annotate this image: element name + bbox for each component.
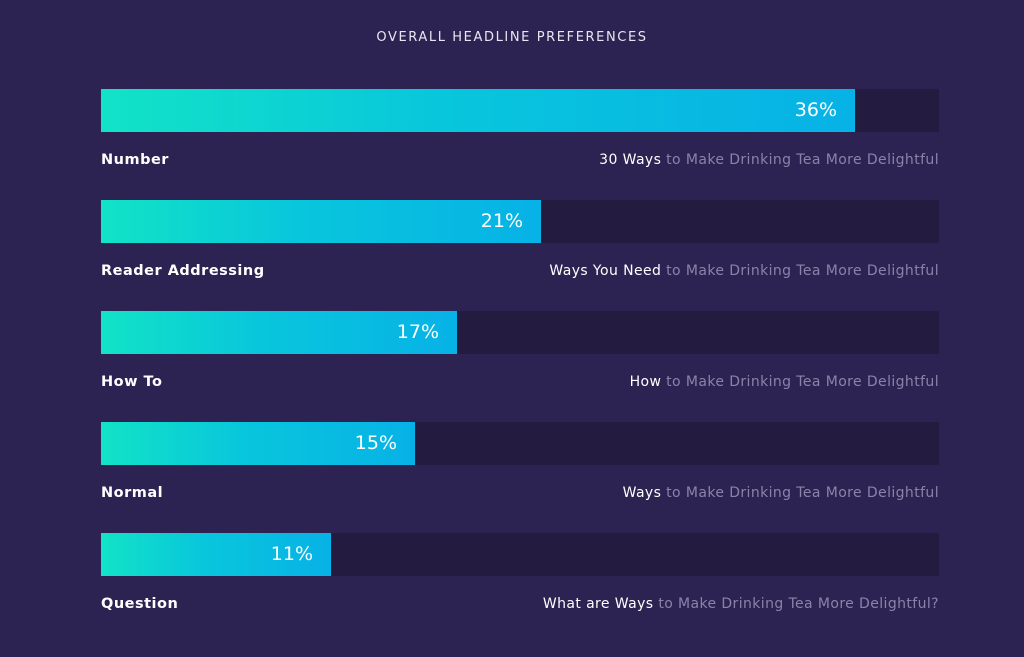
bar-track: 17% — [101, 311, 939, 354]
bar-value-label: 21% — [481, 200, 523, 243]
example-headline: 30 Ways to Make Drinking Tea More Deligh… — [599, 152, 939, 168]
category-label: How To — [101, 374, 162, 390]
bar-fill: 15% — [101, 422, 415, 465]
bar-value-label: 15% — [355, 422, 397, 465]
example-headline: What are Ways to Make Drinking Tea More … — [543, 596, 939, 612]
bar-row: 21% Reader Addressing Ways You Need to Mak… — [101, 200, 939, 300]
bar-value-label: 11% — [271, 533, 313, 576]
category-label: Question — [101, 596, 178, 612]
chart-title: OVERALL HEADLINE PREFERENCES — [0, 30, 1024, 45]
example-headline-rest: to Make Drinking Tea More Delightful — [661, 263, 939, 279]
bar-value-label: 17% — [397, 311, 439, 354]
bar-track: 11% — [101, 533, 939, 576]
bar-row: 36% Number 30 Ways to Make Drinking Tea Mo… — [101, 89, 939, 189]
example-headline-keyword: Ways — [623, 485, 662, 501]
example-headline-rest: to Make Drinking Tea More Delightful — [661, 374, 939, 390]
bar-track: 36% — [101, 89, 939, 132]
bar-value-label: 36% — [795, 89, 837, 132]
example-headline: Ways You Need to Make Drinking Tea More … — [549, 263, 939, 279]
example-headline-keyword: What are Ways — [543, 596, 654, 612]
bar-fill: 21% — [101, 200, 541, 243]
example-headline-keyword: Ways You Need — [549, 263, 661, 279]
bar-track: 15% — [101, 422, 939, 465]
bar-track: 21% — [101, 200, 939, 243]
example-headline: How to Make Drinking Tea More Delightful — [630, 374, 939, 390]
category-label: Normal — [101, 485, 163, 501]
bar-row: 17% How To How to Make Drinking Tea More D… — [101, 311, 939, 411]
example-headline-rest: to Make Drinking Tea More Delightful? — [653, 596, 939, 612]
bar-fill: 17% — [101, 311, 457, 354]
example-headline-keyword: 30 Ways — [599, 152, 661, 168]
example-headline: Ways to Make Drinking Tea More Delightfu… — [623, 485, 939, 501]
category-label: Number — [101, 152, 169, 168]
example-headline-keyword: How — [630, 374, 662, 390]
bar-row: 15% Normal Ways to Make Drinking Tea More … — [101, 422, 939, 522]
category-label: Reader Addressing — [101, 263, 265, 279]
example-headline-rest: to Make Drinking Tea More Delightful — [661, 152, 939, 168]
bar-fill: 36% — [101, 89, 855, 132]
example-headline-rest: to Make Drinking Tea More Delightful — [661, 485, 939, 501]
bar-row: 11% Question What are Ways to Make Drinkin… — [101, 533, 939, 633]
bar-fill: 11% — [101, 533, 331, 576]
